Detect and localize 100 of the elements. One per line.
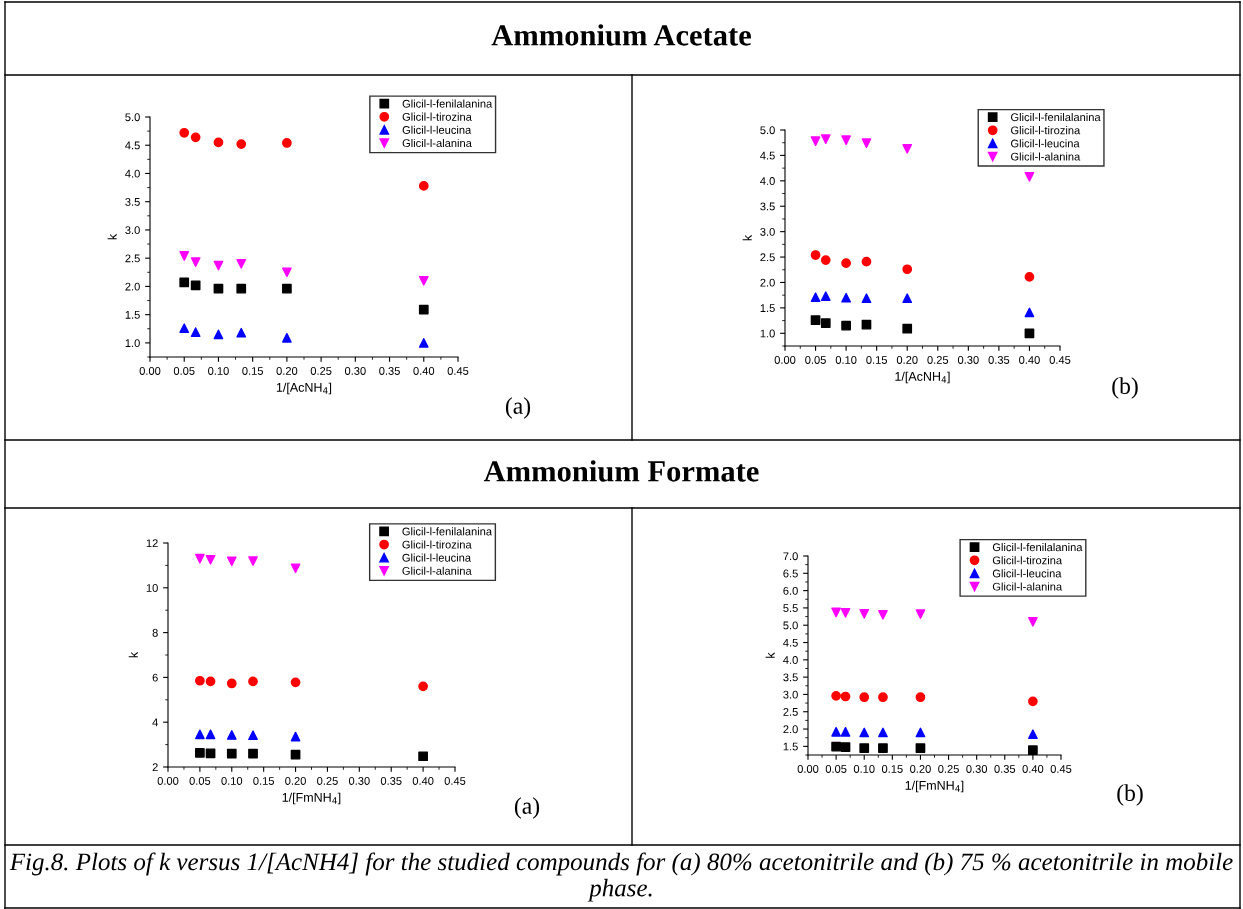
point bbox=[859, 727, 870, 738]
y-tick-label: 6.5 bbox=[783, 569, 798, 578]
x-tick-label: 0.35 bbox=[994, 765, 1016, 773]
x-tick-label: 0.15 bbox=[242, 367, 264, 375]
x-tick-label: 0.35 bbox=[988, 356, 1010, 364]
x-tick-label: 0.10 bbox=[853, 765, 875, 773]
y-tick-label: 4.5 bbox=[783, 638, 798, 647]
point bbox=[282, 267, 292, 278]
point bbox=[418, 275, 429, 286]
x-tick-label: 0.35 bbox=[380, 777, 402, 785]
x-tick-label: 0.20 bbox=[896, 356, 918, 364]
y-tick-label: 1.0 bbox=[125, 339, 140, 348]
point bbox=[418, 304, 429, 315]
point bbox=[179, 277, 190, 288]
x-tick-label: 0.05 bbox=[173, 367, 195, 375]
legend-label: Glicil-l-leucina bbox=[992, 569, 1062, 578]
y-tick-label: 12 bbox=[146, 539, 158, 548]
point bbox=[810, 136, 821, 147]
point bbox=[213, 260, 224, 271]
x-tick-label: 0.25 bbox=[310, 367, 332, 375]
y-tick-label: 3.5 bbox=[783, 673, 798, 682]
point bbox=[902, 143, 913, 154]
point bbox=[915, 743, 926, 753]
point bbox=[195, 729, 205, 740]
point bbox=[418, 338, 429, 348]
y-tick-label: 5.0 bbox=[125, 113, 140, 122]
point bbox=[902, 323, 913, 334]
point bbox=[205, 729, 216, 740]
point bbox=[840, 691, 851, 702]
point bbox=[859, 743, 870, 753]
point bbox=[290, 749, 301, 760]
y-axis-title: k bbox=[742, 234, 752, 241]
x-tick-label: 0.30 bbox=[344, 367, 366, 375]
y-tick-label: 4.0 bbox=[783, 656, 798, 664]
point bbox=[861, 138, 872, 149]
x-tick-label: 0.35 bbox=[379, 367, 400, 375]
x-tick-label: 0.15 bbox=[866, 356, 888, 364]
point bbox=[190, 280, 201, 291]
point bbox=[1024, 171, 1035, 182]
x-axis-title: 1/[AcNH$_{4}$] bbox=[895, 371, 950, 384]
point bbox=[248, 556, 258, 567]
point bbox=[213, 137, 224, 148]
point bbox=[205, 676, 216, 687]
point bbox=[831, 690, 841, 701]
y-tick-label: 2.0 bbox=[783, 725, 798, 734]
point bbox=[831, 726, 841, 737]
point bbox=[226, 556, 237, 567]
text: (b) bbox=[1117, 784, 1143, 806]
y-tick-label: 8 bbox=[152, 628, 158, 637]
point bbox=[213, 329, 224, 340]
x-tick-label: 0.45 bbox=[1049, 356, 1071, 364]
point bbox=[1028, 696, 1038, 707]
x-tick-label: 0.40 bbox=[1019, 356, 1040, 364]
point bbox=[820, 255, 831, 265]
x-axis-title: 1/[AcNH$_{4}$] bbox=[276, 382, 332, 395]
legend-label: Glicil-l-fenilalanina bbox=[1011, 112, 1101, 122]
point bbox=[1024, 307, 1035, 318]
point bbox=[859, 608, 870, 619]
point bbox=[861, 319, 872, 330]
point bbox=[282, 283, 292, 294]
point bbox=[840, 742, 851, 752]
point bbox=[831, 607, 841, 618]
legend-label: Glicil-l-alanina bbox=[402, 566, 472, 575]
x-tick-label: 0.00 bbox=[797, 765, 819, 773]
point bbox=[213, 283, 224, 294]
x-tick-label: 0.00 bbox=[139, 367, 161, 375]
legend-label: Glicil-l-fenilalanina bbox=[402, 527, 493, 536]
y-tick-label: 7.0 bbox=[783, 552, 798, 561]
text: (a) bbox=[505, 397, 531, 419]
x-tick-label: 0.45 bbox=[444, 777, 466, 785]
point bbox=[190, 132, 201, 143]
x-tick-label: 0.30 bbox=[966, 765, 988, 773]
x-tick-label: 0.05 bbox=[805, 356, 826, 364]
point bbox=[820, 291, 831, 302]
point bbox=[840, 607, 851, 618]
y-tick-label: 5.0 bbox=[760, 126, 775, 135]
point bbox=[205, 554, 216, 565]
point bbox=[859, 692, 870, 703]
point bbox=[179, 251, 190, 261]
legend-label: Glicil-l-tirozina bbox=[402, 540, 472, 549]
x-tick-label: 0.40 bbox=[1022, 765, 1044, 773]
point bbox=[290, 731, 301, 742]
point bbox=[236, 139, 247, 149]
point bbox=[810, 250, 821, 260]
legend-label: Glicil-l-alanina bbox=[402, 138, 472, 148]
y-axis-title: k bbox=[765, 652, 775, 658]
text: Ammonium Formate bbox=[483, 460, 759, 482]
point bbox=[841, 320, 851, 331]
legend-label: Glicil-l-alanina bbox=[1011, 152, 1081, 161]
point bbox=[248, 748, 258, 759]
point bbox=[878, 609, 888, 620]
x-tick-label: 0.00 bbox=[774, 356, 796, 364]
point bbox=[236, 283, 247, 294]
point bbox=[282, 138, 292, 148]
y-tick-label: 4.0 bbox=[125, 169, 140, 178]
point bbox=[1024, 272, 1035, 282]
point bbox=[190, 257, 201, 267]
y-tick-label: 3.0 bbox=[125, 226, 140, 235]
y-tick-label: 2.5 bbox=[125, 254, 140, 263]
y-tick-label: 1.0 bbox=[760, 329, 775, 338]
